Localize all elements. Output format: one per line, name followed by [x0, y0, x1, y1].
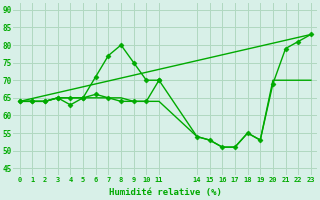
X-axis label: Humidité relative (%): Humidité relative (%) — [109, 188, 222, 197]
